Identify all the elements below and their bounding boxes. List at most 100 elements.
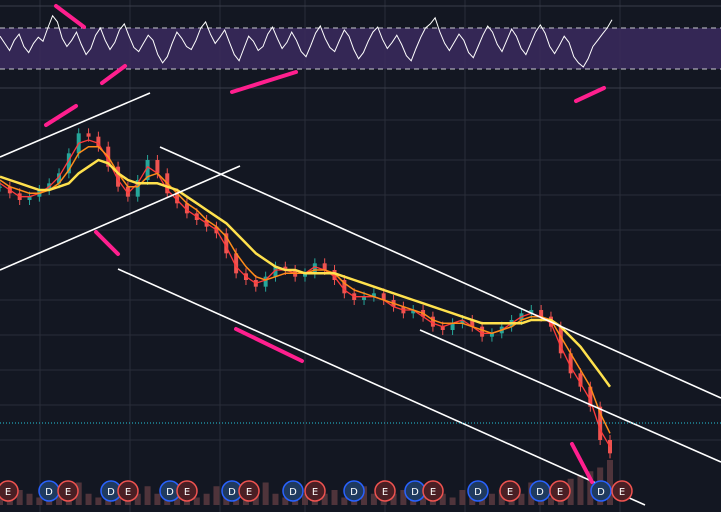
candle-body [440, 326, 445, 330]
oscillator-line [0, 14, 613, 68]
event-marker-label: D [597, 487, 605, 498]
event-marker-label: E [65, 487, 71, 498]
candle-body [263, 276, 268, 287]
candle-body [322, 263, 327, 270]
volume-bar [252, 493, 259, 505]
candle-body [155, 160, 160, 174]
annotation-stroke [94, 230, 120, 256]
event-marker-label: E [5, 487, 11, 498]
event-marker-label: E [184, 487, 190, 498]
dividend-marker [590, 480, 612, 502]
volume-bar [154, 493, 161, 505]
candle-body [184, 203, 189, 214]
volume-bar [272, 493, 279, 505]
volume-bar [85, 493, 92, 505]
candle-body [283, 266, 288, 270]
dividend-marker [343, 480, 365, 502]
event-marker-label: E [382, 487, 388, 498]
annotations [44, 4, 606, 484]
volume-bar [262, 482, 269, 505]
candle-body [273, 266, 278, 277]
earnings-marker [422, 480, 444, 502]
candle-body [588, 386, 593, 407]
volume-bar [420, 493, 427, 505]
volume-bar [144, 486, 151, 505]
annotation-stroke [570, 442, 594, 484]
trendline [0, 92, 151, 158]
event-marker-label: D [107, 487, 115, 498]
event-marker-label: E [619, 487, 625, 498]
volume-bar [302, 493, 308, 505]
trendlines [0, 92, 721, 506]
volume-bar [16, 490, 23, 505]
earnings-marker [176, 480, 198, 502]
event-marker-label: D [474, 487, 482, 498]
volume-bar [213, 486, 220, 505]
candle-body [234, 253, 239, 274]
event-marker-label: D [289, 487, 297, 498]
candle-body [460, 320, 465, 324]
volume-bar [341, 497, 348, 505]
candle-body [470, 320, 475, 327]
event-marker-label: E [312, 487, 318, 498]
volume-bar [56, 493, 63, 505]
trendline [159, 146, 721, 399]
event-marker-label: E [125, 487, 131, 498]
annotation-stroke [230, 70, 298, 94]
candle-body [303, 273, 307, 277]
volume-bar [518, 493, 525, 505]
event-marker-label: D [536, 487, 544, 498]
candle-body [145, 160, 150, 180]
annotation-stroke [234, 327, 304, 363]
volume-bar [26, 493, 33, 505]
volume-bar [479, 497, 486, 505]
candle-body [116, 166, 121, 187]
event-marker-label: D [411, 487, 419, 498]
trendline [419, 329, 721, 463]
volume-bar [390, 493, 397, 505]
volume-bar [439, 493, 446, 505]
volume-bar [449, 497, 456, 505]
candle-body [342, 280, 347, 294]
candle-body [578, 373, 583, 387]
dividend-marker [282, 480, 304, 502]
volume-bar [370, 493, 377, 505]
candle-body [568, 353, 573, 374]
candle-body [0, 186, 2, 188]
candle-body [362, 296, 367, 300]
candle-body [489, 333, 494, 337]
candle-body [57, 173, 62, 184]
volume-bar [607, 460, 613, 505]
earnings-marker [611, 480, 633, 502]
event-marker-label: D [166, 487, 174, 498]
candle-body [411, 310, 416, 314]
dividend-marker [467, 480, 489, 502]
annotation-stroke [574, 86, 606, 103]
candle-body [27, 196, 32, 200]
candle-body [371, 293, 376, 297]
volume-bar [587, 471, 594, 505]
volume-bar [134, 493, 141, 505]
volume-bar [75, 482, 82, 505]
earnings-marker [499, 480, 521, 502]
volume-bar [36, 497, 43, 505]
volume-bar [577, 475, 584, 505]
ma-slow-line [0, 158, 612, 388]
trendline [117, 268, 646, 506]
volume-bar [361, 486, 368, 505]
volume-bar [400, 490, 407, 505]
earnings-marker [374, 480, 396, 502]
annotation-stroke [54, 4, 86, 29]
event-marker-label: D [45, 487, 53, 498]
candle-body [529, 310, 534, 314]
volume-bar [331, 490, 338, 505]
event-marker-label: D [228, 487, 236, 498]
candle-body [66, 153, 71, 174]
candle-body [86, 133, 91, 137]
volume-bar [547, 497, 554, 505]
event-marker-label: E [557, 487, 563, 498]
